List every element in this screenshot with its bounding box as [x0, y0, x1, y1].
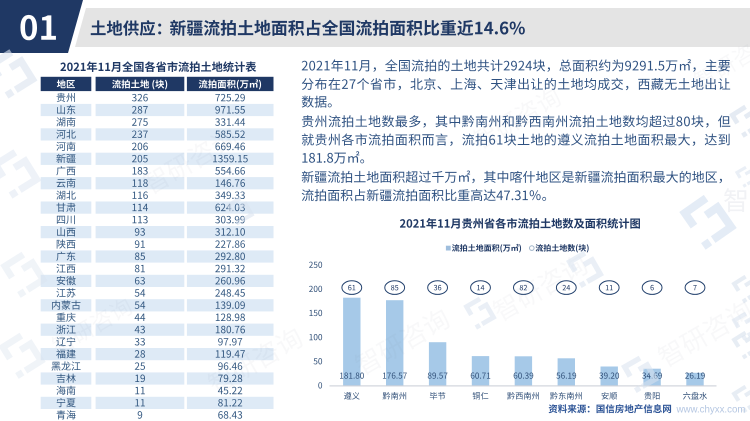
svg-text:www.chyxx.com: www.chyxx.com — [676, 404, 746, 415]
